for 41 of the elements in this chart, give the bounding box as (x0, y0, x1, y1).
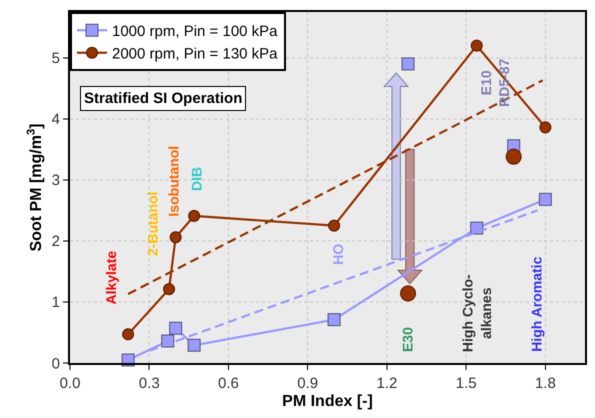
point (470, 222, 484, 235)
point (470, 40, 483, 52)
x-tick-label: 0.9 (297, 375, 318, 392)
x-tick-label: 0.3 (138, 375, 160, 392)
y-tick-label: 0 (52, 355, 60, 372)
annotation: High Cyclo- alkanes (460, 274, 494, 352)
y-tick-label: 4 (52, 111, 60, 128)
point (328, 220, 340, 232)
annotation: Isobutanol (165, 146, 182, 217)
annotation: High Aromatic (528, 256, 544, 352)
annotation: E30 (400, 326, 416, 352)
point (538, 192, 552, 206)
x-tick-label: 1.8 (534, 375, 556, 392)
point (163, 283, 176, 296)
x-tick-label: 0.6 (218, 375, 239, 392)
legend-label: 2000 rpm, Pin = 130 kPa (112, 46, 278, 63)
annotation: Stratified SI Operation (84, 90, 242, 107)
point (169, 322, 182, 335)
x-axis-title: PM Index [-] (282, 393, 373, 410)
y-tick-label: 3 (52, 172, 60, 190)
point (402, 57, 415, 70)
point (188, 338, 201, 352)
annotation: Alkylate (102, 250, 119, 305)
point (122, 328, 134, 340)
x-tick-label: 1.5 (456, 375, 477, 392)
y-tick-label: 1 (52, 294, 60, 312)
annotation: E10 RD5-87 (478, 58, 512, 107)
point (400, 285, 416, 302)
point (170, 231, 182, 244)
point (188, 210, 200, 222)
x-tick-label: 1.2 (376, 375, 398, 392)
annotation: DIB (188, 166, 204, 191)
annotation: HO (330, 244, 346, 265)
legend-label: 1000 rpm, Pin = 100 kPa (112, 23, 278, 40)
y-tick-label: 5 (52, 50, 60, 68)
point (539, 121, 552, 134)
point (328, 313, 341, 326)
x-tick-label: 0.0 (60, 375, 80, 392)
point (506, 148, 522, 165)
annotation: 2-Butanol (144, 192, 161, 256)
y-tick-label: 2 (52, 233, 60, 250)
